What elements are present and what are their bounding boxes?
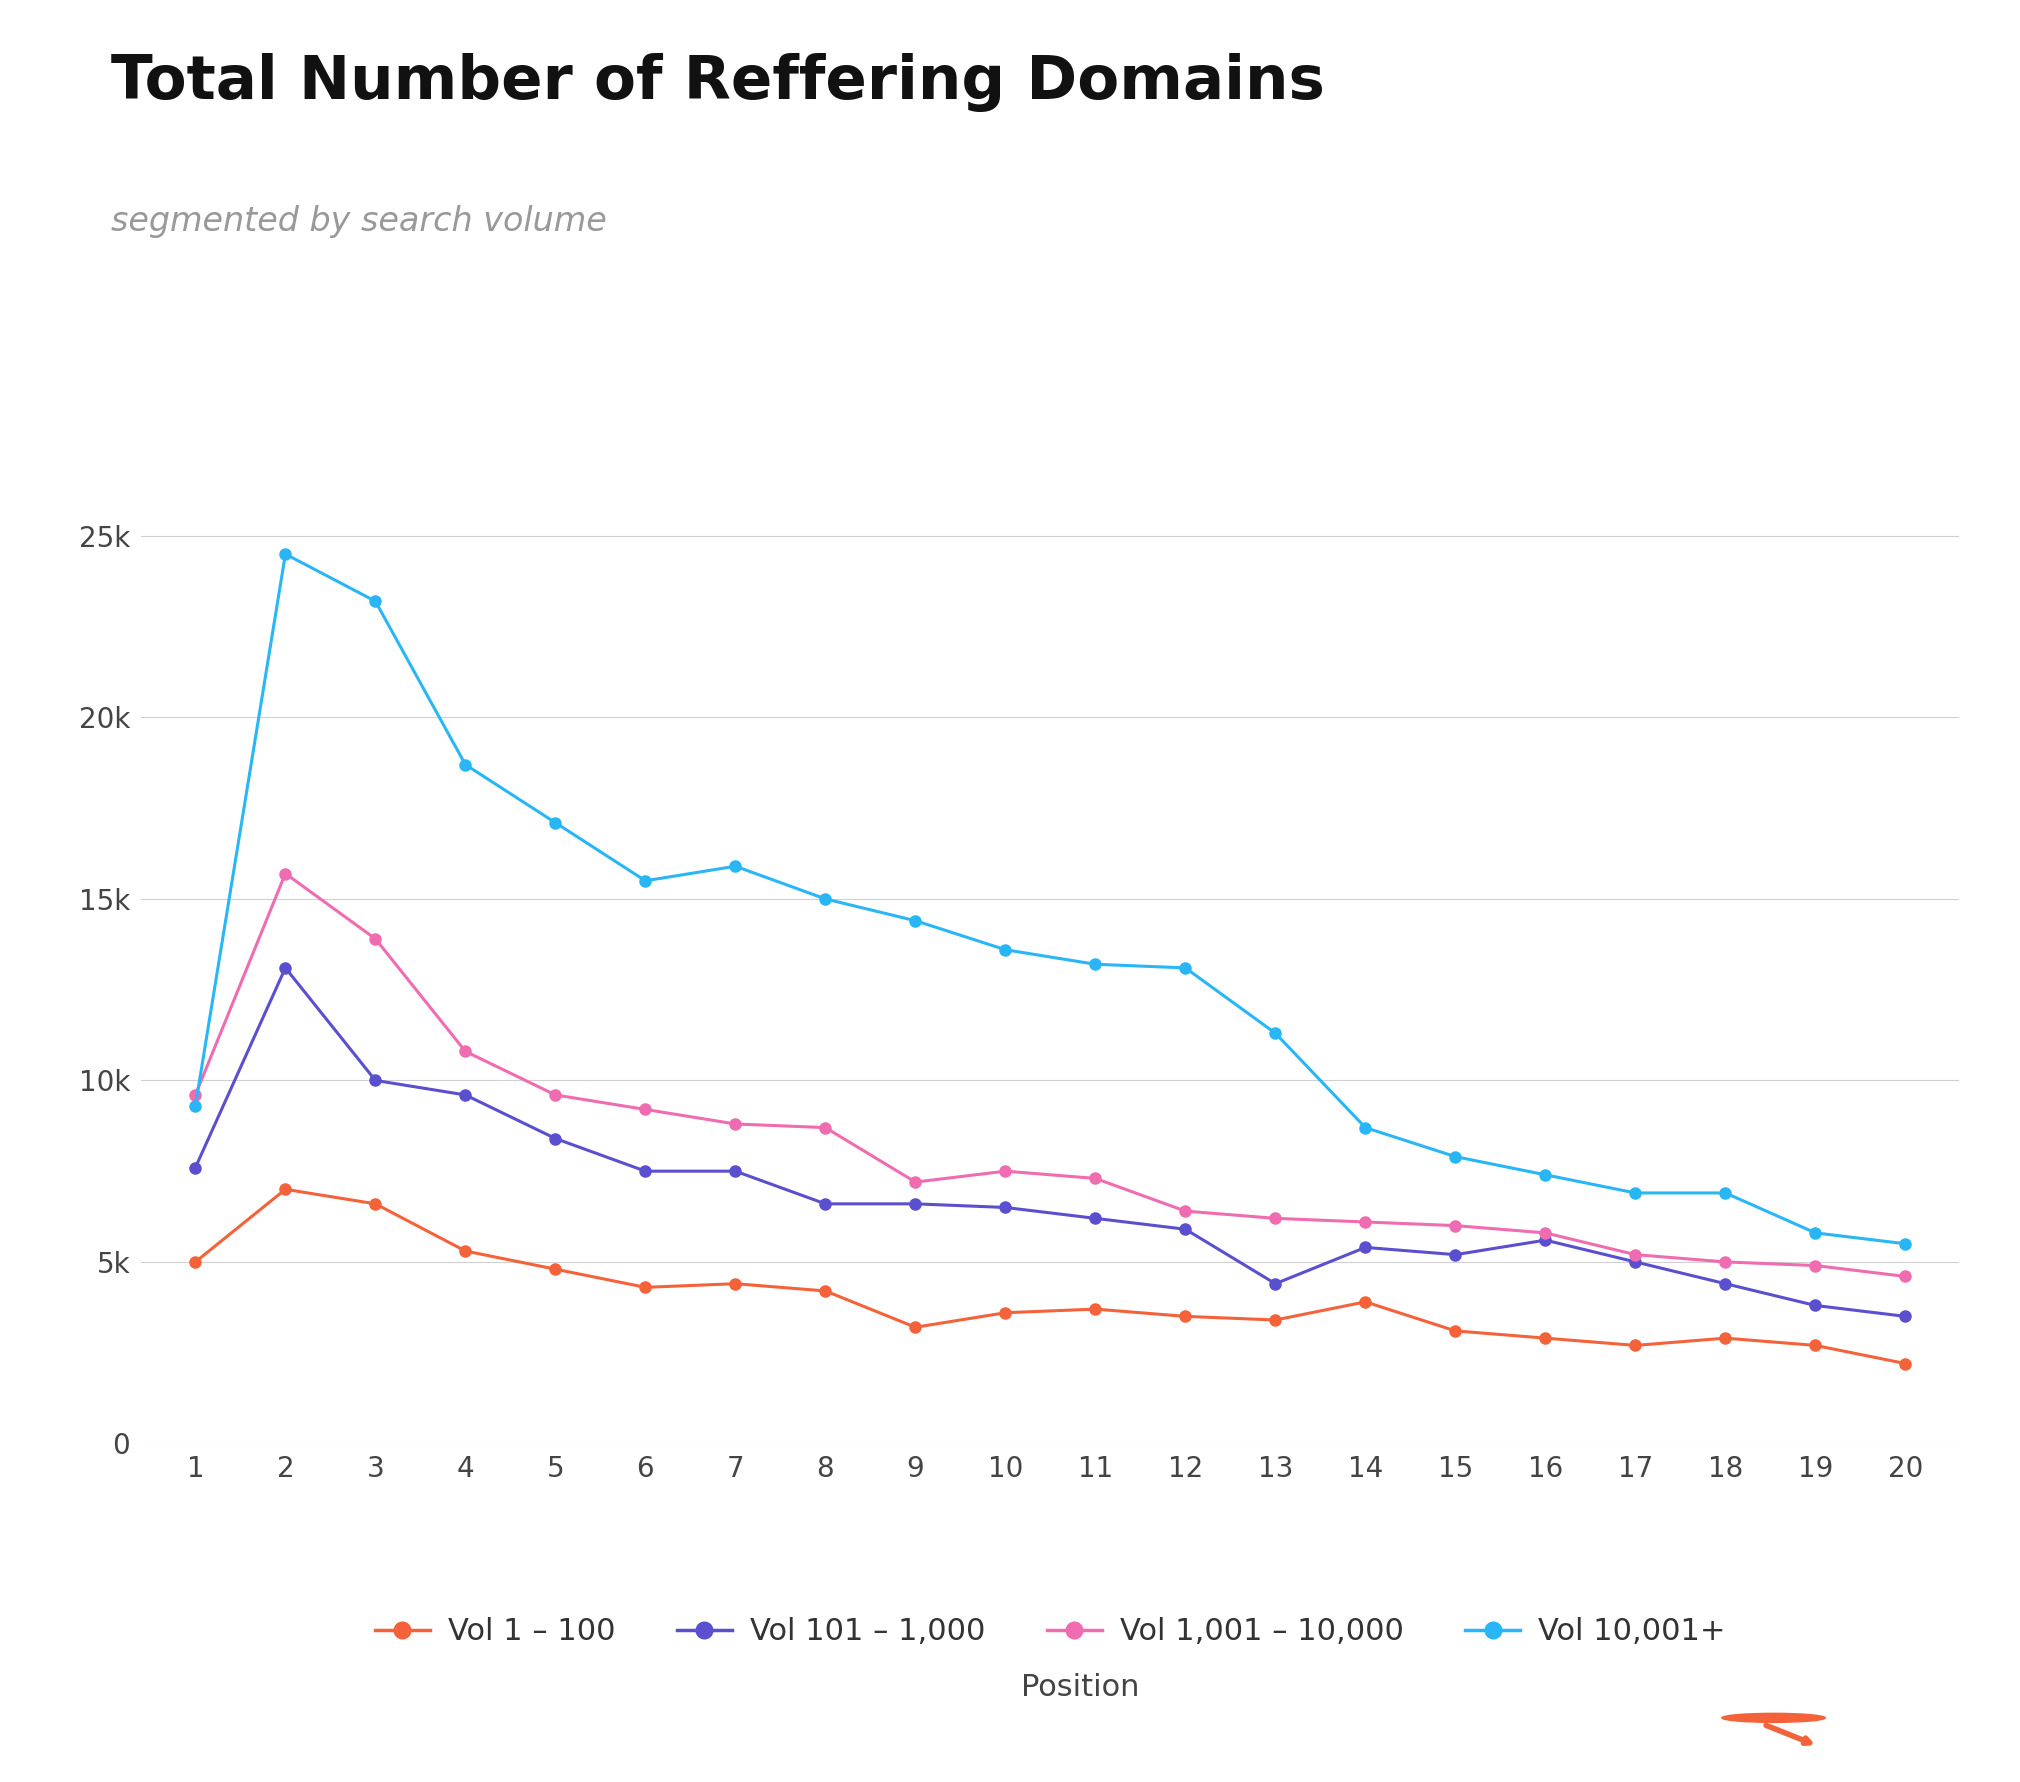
Text: segmented by search volume: segmented by search volume	[111, 205, 606, 239]
Text: semrush.com: semrush.com	[61, 1704, 248, 1732]
Text: SEMRUSH: SEMRUSH	[1743, 1698, 1959, 1737]
Text: Position: Position	[1022, 1673, 1139, 1702]
Ellipse shape	[1721, 1713, 1826, 1723]
Legend: Vol 1 – 100, Vol 101 – 1,000, Vol 1,001 – 10,000, Vol 10,001+: Vol 1 – 100, Vol 101 – 1,000, Vol 1,001 …	[364, 1606, 1737, 1659]
Text: Total Number of Reffering Domains: Total Number of Reffering Domains	[111, 53, 1325, 112]
